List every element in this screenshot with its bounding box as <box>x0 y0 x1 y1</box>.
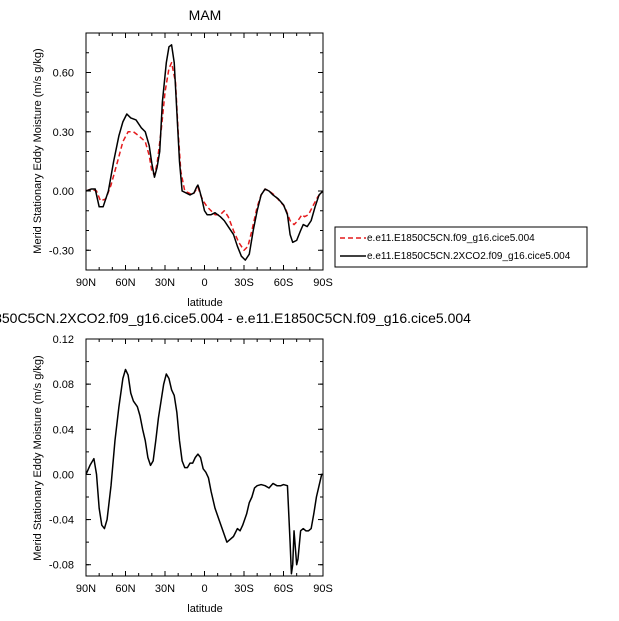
bottom-y-axis-title: Merid Stationary Eddy Moisture (m/s g/kg… <box>32 355 44 560</box>
bottom-series-lines <box>85 368 323 575</box>
top-x-axis-title: latitude <box>187 297 222 309</box>
bottom-y-tick-label: 0.08 <box>53 379 74 391</box>
bottom-y-tick-label: 0.12 <box>53 334 74 346</box>
top-plot-frame <box>85 32 324 271</box>
legend-label-control: e.e11.E1850C5CN.f09_g16.cice5.004 <box>367 233 535 244</box>
top-x-tick-label: 30S <box>234 277 254 289</box>
top-x-tick-label: 60N <box>115 277 135 289</box>
top-x-tick-labels: 90N 60N 30N 0 30S 60S 90S <box>76 277 333 289</box>
bottom-x-axis-title: latitude <box>187 603 222 615</box>
top-x-tick-label: 30N <box>155 277 175 289</box>
top-y-tick-label: 0.60 <box>53 68 74 80</box>
bottom-plot-frame <box>85 338 324 577</box>
top-x-tick-label: 60S <box>274 277 294 289</box>
bottom-series-line-0 <box>85 368 323 575</box>
bottom-y-tick-label: -0.04 <box>49 515 74 527</box>
bottom-x-tick-label: 60N <box>115 583 135 595</box>
bottom-x-tick-label: 60S <box>274 583 294 595</box>
legend-label-2xco2: e.e11.E1850C5CN.2XCO2.f09_g16.cice5.004 <box>367 251 571 262</box>
bottom-x-tick-labels: 90N 60N 30N 0 30S 60S 90S <box>76 583 333 595</box>
bottom-x-tick-label: 90N <box>76 583 96 595</box>
top-series-lines <box>85 44 324 261</box>
bottom-y-tick-labels: 0.12 0.08 0.04 0.00 -0.04 -0.08 <box>49 334 74 572</box>
top-y-tick-labels: 0.60 0.30 0.00 -0.30 <box>49 68 74 258</box>
top-x-tick-label: 90S <box>313 277 333 289</box>
top-y-tick-label: 0.00 <box>53 186 74 198</box>
top-y-tick-label: -0.30 <box>49 245 74 257</box>
top-y-axis-title: Merid Stationary Eddy Moisture (m/s g/kg… <box>32 48 44 253</box>
top-x-tick-label: 90N <box>76 277 96 289</box>
bottom-panel: e.e11.E1850C5CN.2XCO2.f09_g16.cice5.004 … <box>0 310 471 615</box>
legend: e.e11.E1850C5CN.f09_g16.cice5.004 e.e11.… <box>334 226 588 268</box>
top-y-tick-label: 0.30 <box>53 127 74 139</box>
bottom-x-tick-label: 30N <box>155 583 175 595</box>
top-panel: MAM 90N 60N 30N 0 30S 60S 90S 0.60 0.30 0.00 -0.3… <box>32 7 333 309</box>
bottom-y-tick-label: -0.08 <box>49 560 74 572</box>
top-series-line-0 <box>85 61 324 251</box>
bottom-x-tick-label: 90S <box>313 583 333 595</box>
bottom-tick-marks <box>85 338 324 576</box>
bottom-chart-title: e.e11.E1850C5CN.2XCO2.f09_g16.cice5.004 … <box>0 310 471 326</box>
top-chart-title: MAM <box>189 7 222 23</box>
bottom-y-tick-label: 0.04 <box>53 424 74 436</box>
legend-box <box>334 226 588 268</box>
bottom-x-tick-label: 30S <box>234 583 254 595</box>
bottom-y-tick-label: 0.00 <box>53 469 74 481</box>
top-tick-marks <box>85 32 324 271</box>
top-x-tick-label: 0 <box>201 277 207 289</box>
bottom-x-tick-label: 0 <box>201 583 207 595</box>
top-series-line-1 <box>85 44 324 261</box>
